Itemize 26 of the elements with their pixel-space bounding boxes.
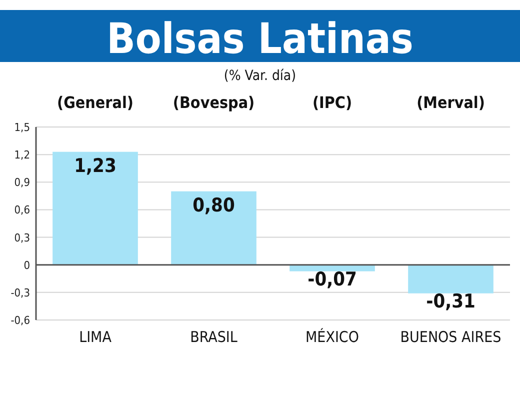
y-tick-label: 0,6 — [14, 204, 30, 217]
y-tick-label: 1,2 — [14, 148, 30, 162]
data-label: -0,31 — [426, 290, 476, 312]
chart-title: Bolsas Latinas — [106, 14, 414, 63]
text: (Bovespa) — [172, 93, 255, 112]
data-label: 1,23 — [74, 154, 116, 177]
x-tick-label: LIMA — [79, 328, 112, 346]
y-tick-label: -0,6 — [10, 314, 30, 327]
chart-subtitle: (% Var. día) — [224, 68, 296, 84]
x-tick-label: BUENOS AIRES — [400, 328, 502, 346]
y-tick-label: 1,5 — [14, 121, 30, 134]
bar — [52, 152, 138, 265]
y-tick-label: 0,3 — [14, 231, 30, 244]
bar — [408, 264, 494, 294]
bar — [290, 264, 375, 272]
bar — [171, 191, 256, 265]
y-tick-label: 0 — [24, 258, 30, 272]
data-label: -0,07 — [308, 268, 357, 290]
text: (IPC) — [312, 93, 352, 112]
x-tick-label: MÉXICO — [306, 328, 359, 346]
data-label: 0,80 — [192, 194, 235, 216]
text: (General) — [57, 93, 134, 112]
text: (Merval) — [416, 93, 485, 112]
x-tick-label: BRASIL — [190, 328, 238, 346]
y-tick-label: 0,9 — [14, 176, 30, 190]
y-tick-label: -0,3 — [10, 286, 30, 300]
